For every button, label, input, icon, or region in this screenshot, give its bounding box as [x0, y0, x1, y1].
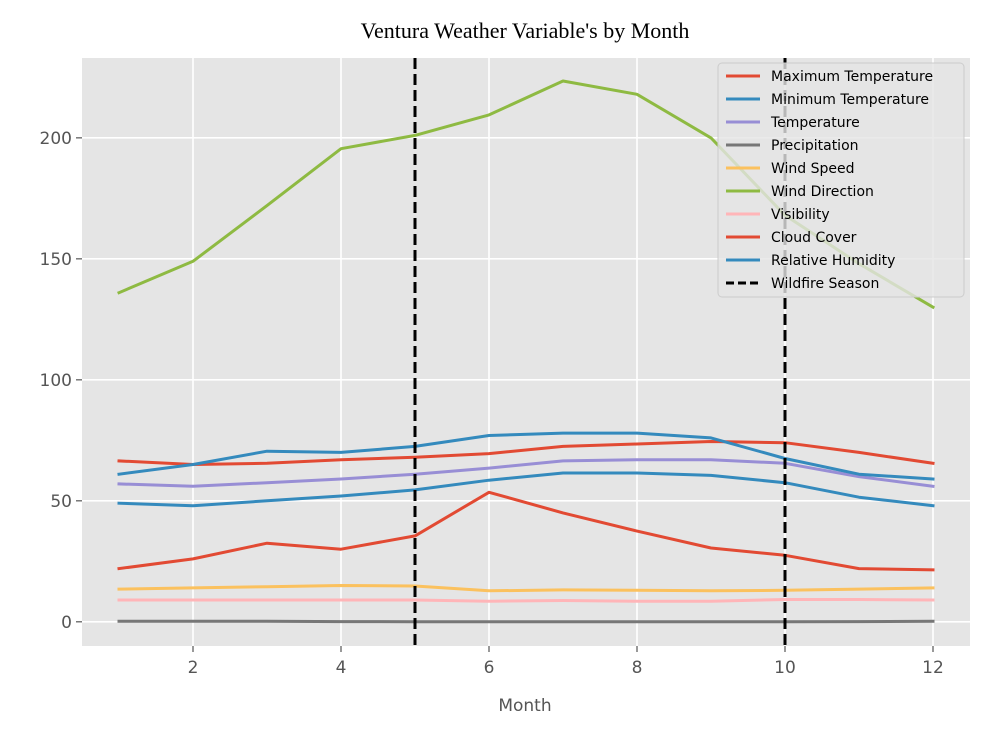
series-line-precipitation — [117, 619, 935, 624]
legend: Maximum Temperature Minimum Temperature Te… — [717, 62, 965, 298]
x-axis-label: Month — [498, 696, 551, 716]
axis-ticks: 2 4 6 8 10 12 0 50 100 150 200 — [40, 129, 944, 678]
series-line-maximum-temperature — [117, 440, 935, 466]
x-tick-label: 6 — [484, 658, 495, 678]
legend-label: Visibility — [771, 207, 830, 223]
series-line-relative-humidity — [117, 431, 935, 481]
x-tick-label: 12 — [922, 658, 944, 678]
legend-label: Wildfire Season — [771, 276, 879, 292]
y-tick-label: 50 — [50, 492, 72, 512]
legend-label: Relative Humidity — [771, 253, 895, 269]
legend-label: Wind Direction — [771, 184, 874, 200]
legend-label: Precipitation — [771, 138, 859, 154]
series-line-cloud-cover — [117, 490, 935, 572]
series-line-temperature — [117, 458, 935, 488]
legend-label: Minimum Temperature — [771, 92, 929, 108]
chart-title: Ventura Weather Variable's by Month — [361, 18, 690, 43]
x-tick-label: 8 — [632, 658, 643, 678]
x-tick-label: 10 — [774, 658, 796, 678]
legend-label: Cloud Cover — [771, 230, 857, 246]
legend-box — [717, 62, 965, 298]
legend-label: Maximum Temperature — [771, 69, 933, 85]
series-line-minimum-temperature — [117, 471, 935, 508]
y-tick-label: 150 — [40, 250, 72, 270]
y-tick-label: 0 — [61, 613, 72, 633]
series-line-visibility — [117, 598, 935, 603]
legend-label: Wind Speed — [771, 161, 855, 177]
legend-label: Temperature — [770, 115, 860, 131]
series-lines — [117, 79, 936, 624]
y-tick-label: 200 — [40, 129, 72, 149]
y-tick-label: 100 — [40, 371, 72, 391]
x-tick-label: 4 — [336, 658, 347, 678]
x-tick-label: 2 — [188, 658, 199, 678]
series-line-wind-speed — [117, 584, 935, 593]
